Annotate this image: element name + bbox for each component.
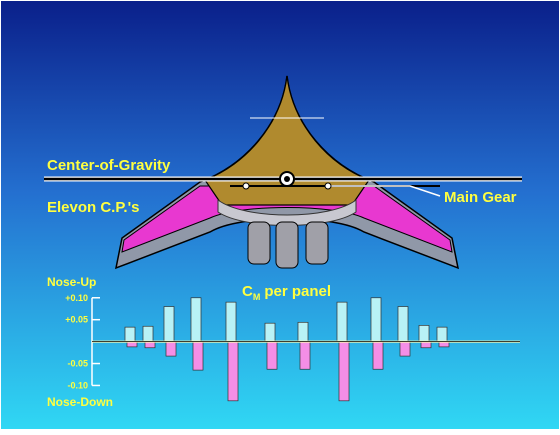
bar: [142, 325, 154, 342]
bar: [418, 325, 430, 342]
bar: [124, 326, 136, 342]
bar: [370, 297, 382, 342]
bar: [372, 341, 384, 370]
bar: [190, 297, 202, 342]
title-main: C: [242, 283, 253, 300]
chart: +0.10 +0.05 -0.05 -0.10: [65, 293, 520, 402]
y-tick-label: +0.05: [65, 315, 88, 325]
bar: [297, 321, 309, 342]
gear-leader: [330, 185, 441, 197]
chart-title: CM per panel: [242, 283, 331, 302]
bar: [264, 322, 276, 342]
elevon-label: Elevon C.P.'s: [47, 199, 140, 216]
bar: [192, 341, 204, 371]
y-tick-label: -0.05: [67, 359, 88, 369]
y-tick-label: +0.10: [65, 293, 88, 303]
y-tick-label: -0.10: [67, 380, 88, 390]
title-rest: per panel: [264, 283, 331, 300]
bar: [338, 341, 350, 402]
nose-up-label: Nose-Up: [47, 275, 96, 289]
bar: [397, 306, 409, 342]
bar: [165, 341, 177, 357]
bar: [163, 306, 175, 342]
gear-marker: [324, 182, 332, 190]
bar: [436, 326, 448, 342]
gear-label: Main Gear: [444, 189, 517, 206]
bar: [299, 341, 311, 370]
bar: [266, 341, 278, 370]
bar: [227, 341, 239, 402]
bar: [225, 301, 237, 342]
cg-label: Center-of-Gravity: [47, 157, 171, 174]
nose-down-label: Nose-Down: [47, 395, 113, 409]
cg-symbol-center: [284, 176, 290, 182]
gear-marker: [242, 182, 250, 190]
bar: [336, 301, 348, 342]
title-sub: M: [253, 292, 261, 302]
bar: [399, 341, 411, 357]
